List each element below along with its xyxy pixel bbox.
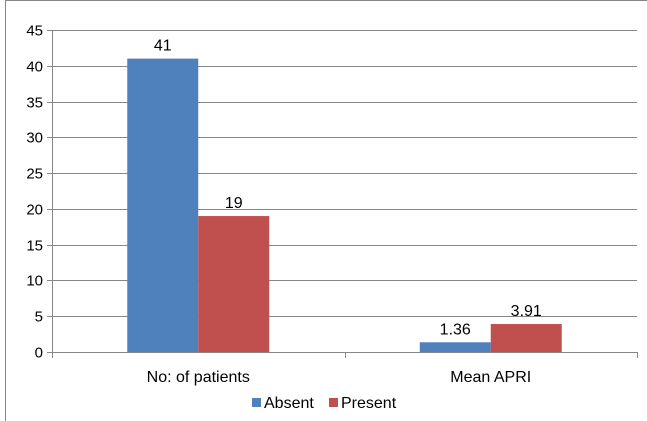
bar [419, 342, 491, 352]
legend: Absent Present [252, 395, 397, 412]
bar [490, 324, 562, 352]
legend-swatch [329, 398, 338, 407]
data-label: 1.36 [440, 321, 471, 338]
data-label: 41 [154, 38, 172, 55]
x-axis-ticks: No: of patients Mean APRI [147, 369, 532, 386]
bar [127, 58, 199, 352]
y-tick-label: 5 [35, 309, 43, 326]
data-label: 3.91 [511, 303, 542, 320]
x-tick-label: Mean APRI [450, 369, 531, 386]
axes [5, 0, 647, 421]
legend-label: Present [341, 395, 397, 412]
legend-label: Absent [264, 395, 314, 412]
data-labels: 41 19 1.36 3.91 [154, 38, 542, 339]
x-tick-label: No: of patients [147, 369, 250, 386]
bars [127, 58, 562, 352]
data-label: 19 [225, 195, 243, 212]
y-tick-label: 45 [26, 23, 43, 40]
y-tick-label: 40 [26, 59, 43, 76]
y-tick-label: 25 [26, 166, 43, 183]
y-tick-label: 30 [26, 130, 43, 147]
y-tick-label: 15 [26, 238, 43, 255]
legend-swatch [252, 398, 261, 407]
y-tick-label: 10 [26, 273, 43, 290]
bar [198, 216, 270, 352]
y-tick-label: 35 [26, 95, 43, 112]
y-tick-label: 0 [35, 345, 43, 362]
y-tick-label: 20 [26, 202, 43, 219]
y-axis-ticks: 0 5 10 15 20 25 30 35 40 45 [26, 23, 43, 362]
